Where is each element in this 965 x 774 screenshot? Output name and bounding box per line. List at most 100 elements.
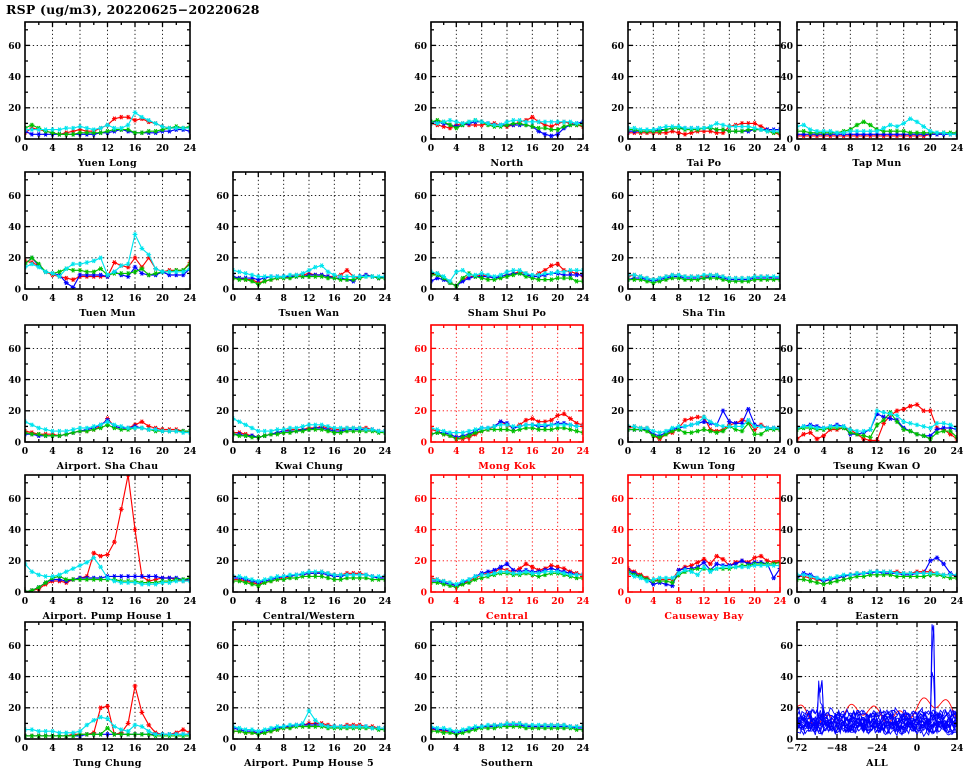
svg-text:40: 40 [611, 375, 624, 386]
svg-text:24: 24 [184, 743, 197, 754]
svg-text:0: 0 [230, 293, 236, 304]
svg-text:16: 16 [723, 143, 736, 154]
svg-text:40: 40 [780, 72, 793, 83]
svg-text:20: 20 [156, 446, 169, 457]
plot-panel-tap-mun: 0 4 8 12 16 20 24 0 20 40 60 Tap Mun [772, 18, 965, 174]
plot-panel-tai-po: 0 4 8 12 16 20 24 0 20 40 60 Tai Po [603, 18, 788, 174]
svg-text:0: 0 [421, 284, 427, 295]
svg-text:4: 4 [650, 293, 657, 304]
svg-text:60: 60 [8, 494, 21, 505]
svg-text:12: 12 [501, 596, 514, 607]
svg-text:40: 40 [8, 72, 21, 83]
svg-text:60: 60 [414, 494, 427, 505]
svg-text:16: 16 [897, 446, 910, 457]
plot-panel-tung-chung: 0 4 8 12 16 20 24 0 20 40 60 Tung Chung [0, 618, 198, 774]
plot-panel-tuen-mun: 0 4 8 12 16 20 24 0 20 40 60 Tuen Mun [0, 168, 198, 324]
svg-text:20: 20 [8, 703, 21, 714]
plot-panel-kwai-chung: 0 4 8 12 16 20 24 0 20 40 60 Kwai Chung [208, 321, 393, 477]
plot-panel-north: 0 4 8 12 16 20 24 0 20 40 60 North [406, 18, 591, 174]
svg-text:60: 60 [414, 641, 427, 652]
svg-text:4: 4 [453, 446, 460, 457]
svg-text:8: 8 [77, 143, 83, 154]
plot-panel-tseung-kwan-o: 0 4 8 12 16 20 24 0 20 40 60 Tseung Kwan O [772, 321, 965, 477]
svg-text:20: 20 [353, 596, 366, 607]
svg-text:12: 12 [101, 143, 114, 154]
plot-panel-causeway-bay: 0 4 8 12 16 20 24 0 20 40 60 Causeway Bay [603, 471, 788, 627]
svg-text:12: 12 [698, 293, 711, 304]
svg-text:24: 24 [951, 596, 964, 607]
svg-text:0: 0 [22, 596, 28, 607]
svg-text:20: 20 [551, 446, 564, 457]
svg-text:12: 12 [501, 446, 514, 457]
svg-text:20: 20 [780, 556, 793, 567]
svg-text:4: 4 [255, 293, 262, 304]
svg-text:Airport. Sha Chau: Airport. Sha Chau [56, 461, 159, 472]
svg-text:0: 0 [428, 743, 434, 754]
svg-text:40: 40 [611, 222, 624, 233]
svg-text:−48: −48 [827, 743, 847, 754]
svg-text:20: 20 [780, 703, 793, 714]
svg-text:24: 24 [184, 143, 197, 154]
svg-text:0: 0 [230, 743, 236, 754]
svg-text:20: 20 [156, 596, 169, 607]
svg-text:40: 40 [414, 222, 427, 233]
svg-text:12: 12 [101, 446, 114, 457]
svg-text:40: 40 [216, 222, 229, 233]
svg-text:12: 12 [101, 743, 114, 754]
svg-text:20: 20 [8, 406, 21, 417]
svg-text:20: 20 [611, 406, 624, 417]
svg-text:0: 0 [787, 134, 793, 145]
svg-text:8: 8 [77, 446, 83, 457]
svg-text:0: 0 [230, 596, 236, 607]
svg-text:20: 20 [551, 143, 564, 154]
svg-text:24: 24 [951, 143, 964, 154]
svg-text:12: 12 [101, 596, 114, 607]
svg-text:12: 12 [303, 446, 316, 457]
svg-text:16: 16 [328, 596, 341, 607]
svg-text:20: 20 [414, 703, 427, 714]
svg-text:4: 4 [49, 743, 56, 754]
svg-text:0: 0 [15, 587, 21, 598]
svg-text:8: 8 [675, 293, 681, 304]
svg-text:Central/Western: Central/Western [263, 611, 355, 622]
svg-text:12: 12 [871, 596, 884, 607]
svg-text:60: 60 [414, 344, 427, 355]
svg-text:0: 0 [787, 587, 793, 598]
svg-text:4: 4 [453, 596, 460, 607]
svg-text:20: 20 [156, 293, 169, 304]
svg-text:40: 40 [216, 672, 229, 683]
svg-text:16: 16 [526, 446, 539, 457]
svg-text:20: 20 [353, 293, 366, 304]
svg-text:0: 0 [625, 293, 631, 304]
svg-text:8: 8 [478, 743, 484, 754]
svg-text:0: 0 [421, 134, 427, 145]
svg-text:60: 60 [8, 641, 21, 652]
svg-text:12: 12 [698, 446, 711, 457]
svg-text:4: 4 [49, 293, 56, 304]
svg-text:0: 0 [22, 446, 28, 457]
svg-text:0: 0 [421, 587, 427, 598]
svg-text:Tung Chung: Tung Chung [73, 758, 142, 769]
svg-text:0: 0 [794, 596, 800, 607]
svg-text:24: 24 [774, 293, 787, 304]
svg-text:4: 4 [49, 143, 56, 154]
svg-text:8: 8 [478, 446, 484, 457]
svg-text:0: 0 [22, 743, 28, 754]
svg-text:4: 4 [820, 596, 827, 607]
svg-text:4: 4 [820, 143, 827, 154]
svg-text:20: 20 [353, 743, 366, 754]
plot-panel-central-western: 0 4 8 12 16 20 24 0 20 40 60 Central/Western [208, 471, 393, 627]
svg-text:16: 16 [328, 743, 341, 754]
svg-text:Tuen Mun: Tuen Mun [79, 308, 136, 319]
svg-text:Airport. Pump House 5: Airport. Pump House 5 [243, 758, 374, 769]
svg-text:20: 20 [748, 446, 761, 457]
svg-text:12: 12 [101, 293, 114, 304]
svg-text:20: 20 [216, 703, 229, 714]
svg-text:60: 60 [216, 191, 229, 202]
svg-text:24: 24 [184, 446, 197, 457]
svg-text:4: 4 [453, 293, 460, 304]
svg-text:8: 8 [675, 446, 681, 457]
svg-text:0: 0 [625, 143, 631, 154]
svg-text:0: 0 [428, 143, 434, 154]
svg-text:0: 0 [421, 734, 427, 745]
